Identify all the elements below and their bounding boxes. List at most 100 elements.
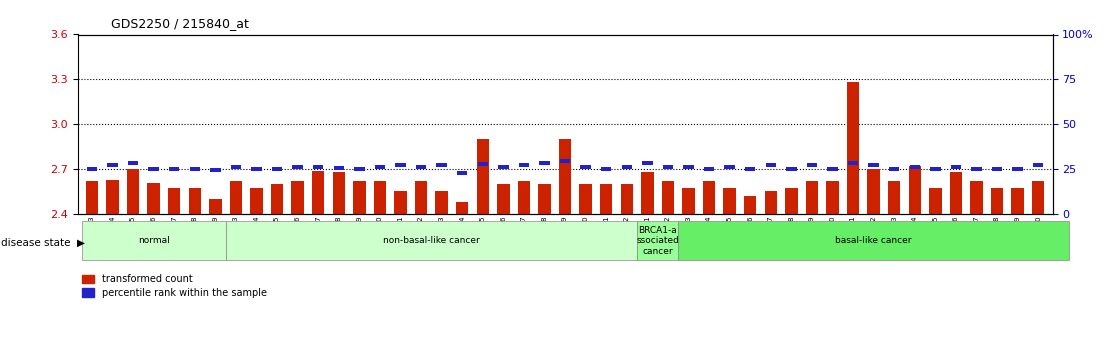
Bar bbox=[806, 181, 818, 214]
Bar bbox=[416, 165, 427, 169]
Bar bbox=[293, 165, 302, 169]
Bar bbox=[930, 188, 942, 214]
Bar bbox=[517, 181, 530, 214]
Bar bbox=[724, 188, 736, 214]
Bar bbox=[725, 165, 735, 169]
Bar bbox=[1013, 167, 1023, 171]
Bar bbox=[745, 167, 756, 171]
Bar bbox=[499, 165, 509, 169]
Bar bbox=[312, 170, 325, 214]
Bar bbox=[786, 188, 798, 214]
Bar bbox=[765, 191, 777, 214]
Bar bbox=[560, 159, 571, 163]
Bar bbox=[170, 167, 179, 170]
Bar bbox=[702, 181, 716, 214]
Bar bbox=[375, 165, 386, 169]
Bar bbox=[396, 163, 406, 167]
Bar bbox=[107, 163, 117, 167]
Bar bbox=[869, 163, 879, 167]
Bar bbox=[437, 163, 447, 167]
Bar bbox=[637, 221, 678, 260]
Bar bbox=[148, 167, 158, 170]
Bar bbox=[456, 202, 469, 214]
Bar bbox=[519, 163, 530, 167]
Bar bbox=[334, 166, 345, 170]
Bar bbox=[807, 163, 818, 167]
Bar bbox=[827, 181, 839, 214]
Bar bbox=[291, 181, 304, 214]
Bar bbox=[558, 139, 572, 214]
Bar bbox=[229, 181, 243, 214]
Bar bbox=[950, 172, 962, 214]
Text: normal: normal bbox=[137, 236, 170, 245]
Bar bbox=[168, 188, 181, 214]
Bar bbox=[476, 139, 489, 214]
Bar bbox=[353, 181, 366, 214]
Bar bbox=[127, 169, 140, 214]
Bar bbox=[414, 181, 428, 214]
Bar bbox=[972, 167, 982, 170]
Text: non-basal-like cancer: non-basal-like cancer bbox=[383, 236, 480, 245]
Bar bbox=[930, 167, 941, 171]
Bar bbox=[85, 181, 99, 214]
Text: BRCA1-a
ssociated
cancer: BRCA1-a ssociated cancer bbox=[636, 226, 679, 256]
Bar bbox=[766, 163, 776, 167]
Bar bbox=[622, 165, 632, 169]
Text: GDS2250 / 215840_at: GDS2250 / 215840_at bbox=[111, 17, 248, 30]
Bar bbox=[189, 167, 201, 170]
Text: disease state  ▶: disease state ▶ bbox=[1, 238, 85, 248]
Bar bbox=[847, 82, 859, 214]
Bar bbox=[684, 165, 694, 169]
Bar bbox=[456, 171, 468, 175]
Bar bbox=[889, 167, 900, 170]
Bar bbox=[188, 188, 201, 214]
Bar bbox=[868, 169, 880, 214]
Bar bbox=[540, 161, 550, 165]
Bar bbox=[271, 167, 283, 170]
Bar bbox=[601, 167, 612, 170]
Bar bbox=[642, 172, 654, 214]
Bar bbox=[435, 191, 448, 214]
Bar bbox=[643, 161, 653, 165]
Bar bbox=[252, 167, 261, 170]
Bar bbox=[888, 181, 901, 214]
Bar bbox=[745, 196, 757, 214]
Bar bbox=[1012, 188, 1024, 214]
Bar bbox=[1032, 181, 1045, 214]
Bar bbox=[661, 181, 674, 214]
Bar bbox=[1033, 163, 1044, 167]
Bar bbox=[106, 179, 119, 214]
Bar bbox=[497, 184, 510, 214]
Bar bbox=[910, 165, 920, 169]
Bar bbox=[230, 165, 242, 169]
Bar bbox=[992, 167, 1003, 171]
Bar bbox=[581, 165, 591, 169]
Bar bbox=[909, 166, 921, 214]
Bar bbox=[226, 221, 637, 260]
Bar bbox=[601, 184, 613, 214]
Bar bbox=[991, 188, 1003, 214]
Bar bbox=[579, 184, 592, 214]
Bar bbox=[394, 191, 407, 214]
Bar bbox=[312, 165, 324, 169]
Bar bbox=[828, 167, 838, 170]
Bar bbox=[127, 161, 138, 165]
Bar bbox=[538, 184, 551, 214]
Bar bbox=[211, 168, 220, 172]
Bar bbox=[620, 184, 633, 214]
Bar bbox=[478, 162, 488, 166]
Bar bbox=[678, 221, 1069, 260]
Bar bbox=[250, 188, 263, 214]
Bar bbox=[683, 188, 695, 214]
Bar bbox=[355, 167, 365, 170]
Bar bbox=[332, 172, 345, 214]
Bar bbox=[209, 199, 222, 214]
Bar bbox=[147, 183, 160, 214]
Bar bbox=[848, 161, 859, 165]
Bar bbox=[86, 167, 98, 170]
Bar bbox=[373, 181, 386, 214]
Bar bbox=[82, 221, 226, 260]
Bar bbox=[786, 167, 797, 170]
Bar bbox=[271, 184, 284, 214]
Bar bbox=[663, 165, 674, 169]
